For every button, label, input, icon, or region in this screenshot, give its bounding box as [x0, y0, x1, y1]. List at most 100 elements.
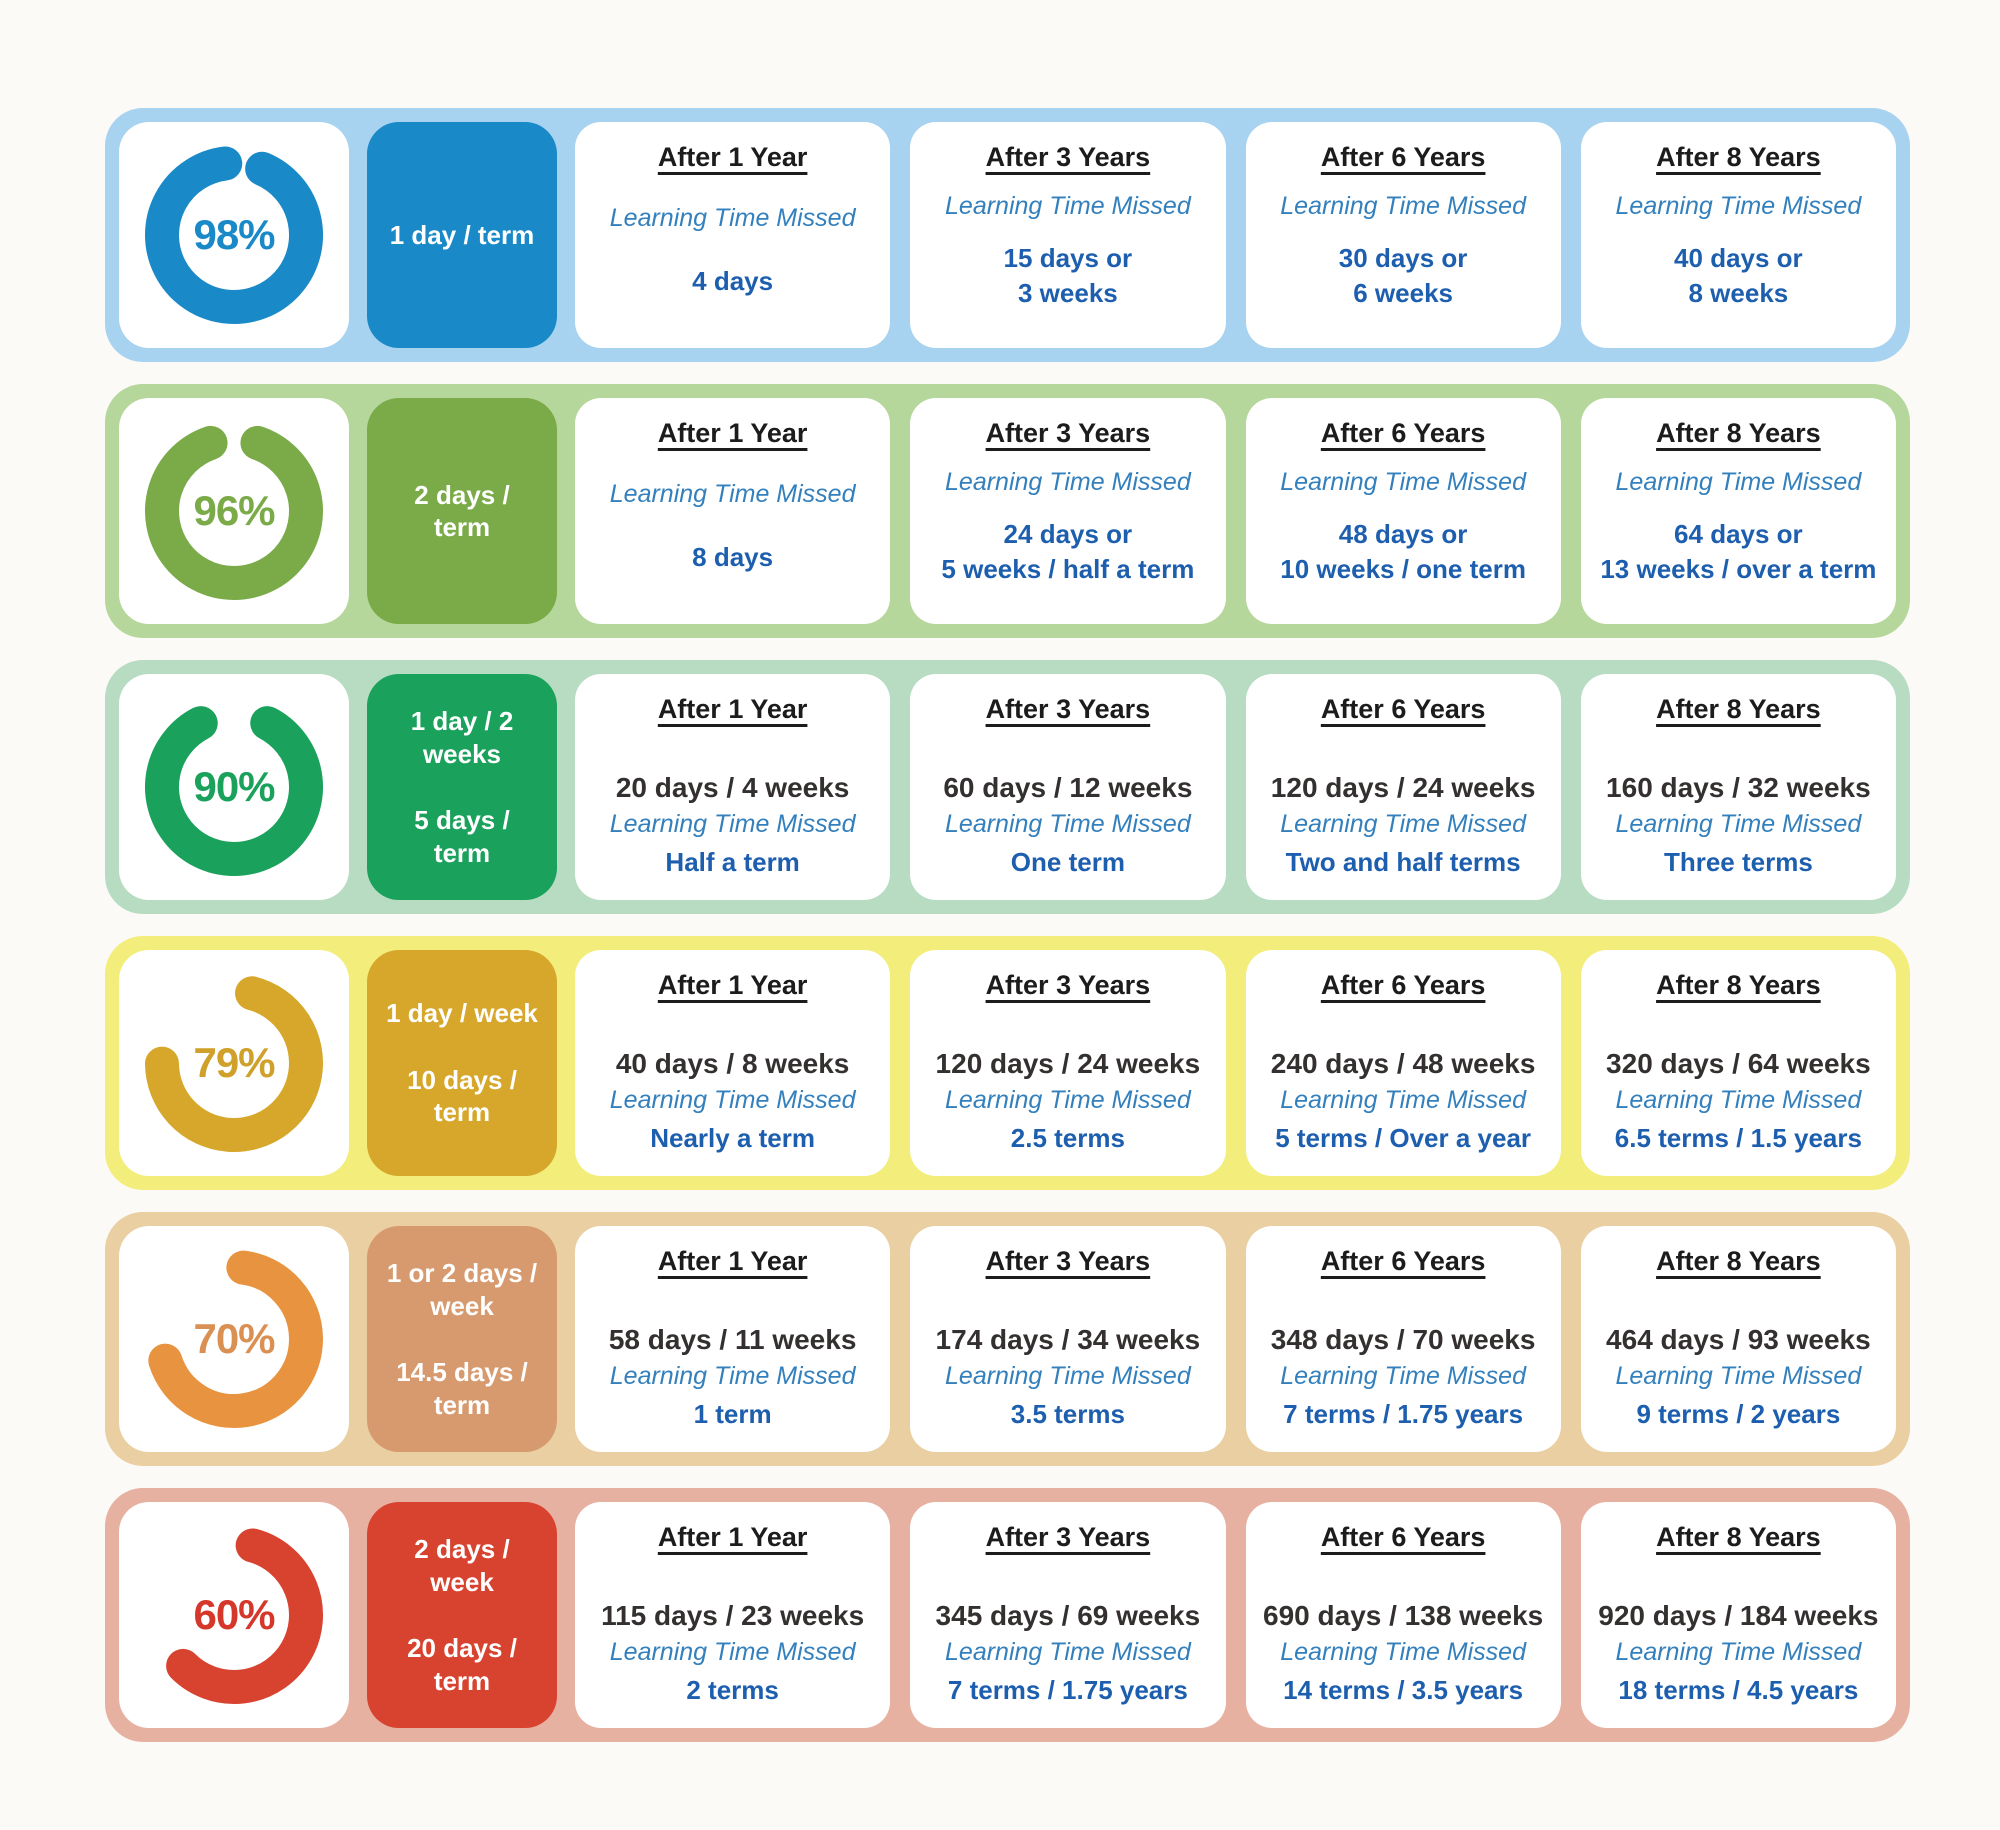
missed-values: 7 terms / 1.75 years: [1262, 1397, 1545, 1432]
learning-time-missed-label: Learning Time Missed: [1280, 1361, 1526, 1390]
days-missed-line: 115 days / 23 weeks: [601, 1599, 865, 1631]
impact-card: After 3 Years 174 days / 34 weeks Learni…: [910, 1226, 1226, 1452]
attendance-percent: 90%: [193, 763, 275, 810]
absence-frequency-box: 1 day / term: [367, 122, 557, 348]
missed-values: 9 terms / 2 years: [1597, 1397, 1880, 1432]
absence-frequency-label: 1 or 2 days / week: [386, 1258, 538, 1321]
days-missed-line: 320 days / 64 weeks: [1606, 1047, 1871, 1079]
impact-card: After 6 Years 120 days / 24 weeks Learni…: [1245, 674, 1561, 900]
missed-value-line: 2.5 terms: [1010, 1122, 1125, 1153]
missed-value-line: Three terms: [1663, 846, 1813, 877]
card-header: After 8 Years: [1656, 694, 1821, 724]
days-missed-line: 920 days / 184 weeks: [1598, 1599, 1879, 1631]
impact-card: After 3 Years Learning Time Missed 15 da…: [910, 122, 1226, 348]
learning-time-missed-label: Learning Time Missed: [609, 1085, 856, 1114]
missed-values: 5 terms / Over a year: [1262, 1121, 1545, 1156]
missed-value-line: 4 days: [692, 265, 774, 296]
impact-card: After 1 Year Learning Time Missed 8 days: [575, 398, 891, 624]
card-header: After 1 Year: [657, 694, 808, 724]
card-header: After 1 Year: [657, 970, 808, 1000]
attendance-row: 79% 1 day / week 10 days / term After 1 Y…: [105, 936, 1910, 1190]
donut-arc-icon: [145, 146, 323, 324]
missed-values: 24 days or 5 weeks / half a term: [926, 517, 1209, 587]
card-header: After 6 Years: [1320, 1522, 1486, 1552]
missed-values: 8 days: [591, 540, 874, 575]
impact-cards: After 1 Year 115 days / 23 weeks Learnin…: [575, 1502, 1896, 1728]
attendance-row: 60% 2 days / week 20 days / term After 1 …: [105, 1488, 1910, 1742]
attendance-table: 98% 1 day / term After 1 Year Learning T…: [105, 108, 1910, 1742]
missed-value-line: 8 weeks: [1688, 277, 1789, 308]
donut-arc-icon: [145, 976, 323, 1152]
missed-values: 3.5 terms: [926, 1397, 1209, 1432]
absence-frequency-label: 2 days / term: [414, 479, 510, 543]
missed-values: 1 term: [591, 1397, 874, 1432]
impact-card: After 3 Years 60 days / 12 weeks Learnin…: [910, 674, 1226, 900]
missed-values: Two and half terms: [1262, 845, 1545, 880]
impact-card: After 3 Years 120 days / 24 weeks Learni…: [910, 950, 1226, 1176]
impact-cards: After 1 Year 58 days / 11 weeks Learning…: [575, 1226, 1896, 1452]
attendance-row: 96% 2 days / term After 1 Year Learning …: [105, 384, 1910, 638]
card-header: After 1 Year: [657, 418, 808, 448]
impact-cards: After 1 Year 40 days / 8 weeks Learning …: [575, 950, 1896, 1176]
attendance-percent: 96%: [193, 487, 275, 534]
missed-values: 15 days or 3 weeks: [926, 241, 1209, 311]
missed-value-line: 10 weeks / one term: [1280, 553, 1526, 584]
learning-time-missed-label: Learning Time Missed: [945, 809, 1191, 838]
learning-time-missed-label: Learning Time Missed: [1280, 1637, 1526, 1666]
learning-time-missed-label: Learning Time Missed: [945, 1637, 1191, 1666]
learning-time-missed-label: Learning Time Missed: [1615, 468, 1862, 497]
card-header: After 1 Year: [657, 1246, 808, 1276]
absence-frequency-label: 2 days / week: [414, 1534, 510, 1597]
missed-values: Three terms: [1597, 845, 1880, 880]
card-header: After 6 Years: [1320, 970, 1486, 1000]
attendance-row: 90% 1 day / 2 weeks 5 days / term After 1…: [105, 660, 1910, 914]
card-header: After 3 Years: [985, 970, 1151, 1000]
learning-time-missed-label: Learning Time Missed: [1615, 809, 1862, 838]
absence-frequency-label: 14.5 days / term: [396, 1357, 528, 1420]
attendance-percent: 79%: [193, 1039, 275, 1086]
card-header: After 6 Years: [1320, 142, 1486, 172]
missed-value-line: 30 days or: [1338, 242, 1468, 273]
missed-values: 4 days: [591, 264, 874, 299]
learning-time-missed-label: Learning Time Missed: [1615, 1637, 1862, 1666]
missed-values: 48 days or 10 weeks / one term: [1262, 517, 1545, 587]
card-header: After 3 Years: [985, 142, 1151, 172]
donut-arc-icon: [145, 425, 323, 600]
missed-value-line: 9 terms / 2 years: [1636, 1398, 1841, 1429]
missed-values: Half a term: [591, 845, 874, 880]
donut-arc-icon: [145, 706, 323, 876]
absence-frequency-label: 1 day / week: [386, 998, 538, 1029]
missed-values: One term: [926, 845, 1209, 880]
missed-value-line: 8 days: [692, 541, 774, 572]
absence-frequency-label: 20 days / term: [407, 1633, 517, 1696]
missed-value-line: One term: [1010, 846, 1125, 877]
absence-frequency-label: 1 day / term: [389, 219, 535, 250]
missed-value-line: 13 weeks / over a term: [1600, 553, 1877, 584]
impact-card: After 6 Years 690 days / 138 weeks Learn…: [1245, 1502, 1561, 1728]
learning-time-missed-label: Learning Time Missed: [609, 203, 856, 232]
learning-time-missed-label: Learning Time Missed: [609, 1637, 856, 1666]
card-header: After 6 Years: [1320, 418, 1486, 448]
days-missed-line: 120 days / 24 weeks: [1270, 771, 1536, 803]
missed-value-line: 6 weeks: [1353, 277, 1453, 308]
missed-value-line: 3.5 terms: [1010, 1398, 1125, 1429]
learning-time-missed-label: Learning Time Missed: [945, 1361, 1191, 1390]
missed-values: 2.5 terms: [926, 1121, 1209, 1156]
attendance-donut: 90%: [119, 674, 349, 900]
days-missed-line: 120 days / 24 weeks: [935, 1047, 1201, 1079]
impact-card: After 1 Year 20 days / 4 weeks Learning …: [575, 674, 891, 900]
absence-frequency-label: 5 days / term: [414, 805, 510, 868]
impact-card: After 3 Years Learning Time Missed 24 da…: [910, 398, 1226, 624]
attendance-donut: 96%: [119, 398, 349, 624]
learning-time-missed-label: Learning Time Missed: [609, 479, 856, 508]
learning-time-missed-label: Learning Time Missed: [609, 1361, 856, 1390]
impact-card: After 1 Year 58 days / 11 weeks Learning…: [575, 1226, 891, 1452]
impact-cards: After 1 Year 20 days / 4 weeks Learning …: [575, 674, 1896, 900]
absence-frequency-label: 10 days / term: [407, 1064, 517, 1128]
missed-value-line: 18 terms / 4.5 years: [1618, 1674, 1859, 1705]
attendance-donut: 60%: [119, 1502, 349, 1728]
days-missed-line: 58 days / 11 weeks: [608, 1323, 857, 1355]
impact-card: After 8 Years 320 days / 64 weeks Learni…: [1580, 950, 1896, 1176]
learning-time-missed-label: Learning Time Missed: [1615, 1361, 1862, 1390]
learning-time-missed-label: Learning Time Missed: [1615, 192, 1862, 221]
